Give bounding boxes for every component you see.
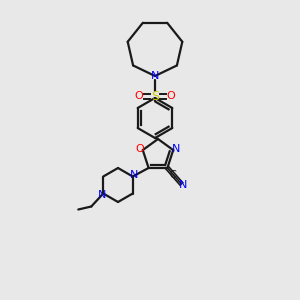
Text: N: N [179,180,188,190]
Text: N: N [130,169,138,179]
Text: S: S [151,89,159,103]
Text: O: O [167,91,176,101]
Text: C: C [169,169,176,180]
Text: O: O [135,144,144,154]
Text: N: N [98,190,106,200]
Text: O: O [135,91,143,101]
Text: N: N [172,144,180,154]
Text: N: N [151,71,159,81]
